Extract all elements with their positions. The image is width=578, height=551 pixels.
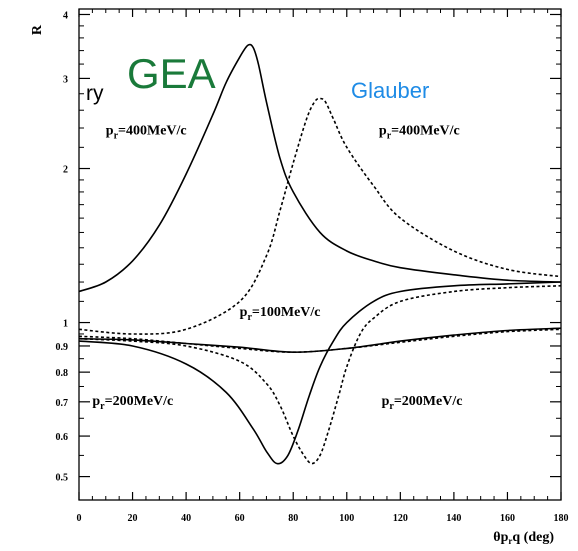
y-tick-label: 0.7 <box>56 398 69 409</box>
momentum-label: pr=400MeV/c <box>106 124 187 142</box>
x-axis-title-sub: r <box>508 536 512 546</box>
x-tick-label: 60 <box>235 513 245 524</box>
x-tick-label: 80 <box>288 513 298 524</box>
x-tick-label: 180 <box>554 513 569 524</box>
gea-curve-1 <box>79 43 561 293</box>
y-tick-label: 1 <box>63 319 68 330</box>
momentum-label-p: p <box>379 124 387 139</box>
y-tick-label: 4 <box>63 10 68 21</box>
y-axis-ticks: 0.5 0.6 0.7 0.8 0.9 1 2 3 4 <box>56 10 561 501</box>
glauber-curve-6 <box>79 285 561 465</box>
y-tick-label: 2 <box>63 165 68 176</box>
glauber-curve-4 <box>79 328 561 354</box>
y-tick-label: 3 <box>63 74 68 85</box>
annotation-layer: pr=400MeV/c pr=400MeV/cpr=100MeV/cpr=200M… <box>92 124 462 412</box>
cut-word: ry <box>86 82 104 105</box>
momentum-label-value: =200MeV/c <box>105 394 174 409</box>
y-tick-label: 0.5 <box>56 473 69 484</box>
momentum-label-sub: r <box>100 401 105 412</box>
x-tick-label: 100 <box>339 513 354 524</box>
y-tick-label: 0.8 <box>56 368 69 379</box>
momentum-label: pr=100MeV/c <box>240 305 321 323</box>
x-tick-label: 140 <box>446 513 461 524</box>
momentum-label-value: =400MeV/c <box>391 124 460 139</box>
x-axis-title-theta: θp <box>493 530 508 545</box>
momentum-label-p: p <box>240 305 248 320</box>
momentum-label-value: =200MeV/c <box>394 394 463 409</box>
x-tick-label: 20 <box>128 513 138 524</box>
x-axis-title-rest: q (deg) <box>512 530 554 545</box>
momentum-label-p: p <box>382 394 390 409</box>
x-tick-label: 120 <box>393 513 408 524</box>
momentum-label: pr=400MeV/c <box>379 124 460 142</box>
momentum-label: pr=200MeV/c <box>382 394 463 412</box>
y-tick-label: 0.9 <box>56 342 69 353</box>
series-layer <box>79 43 561 465</box>
x-tick-label: 0 <box>77 513 82 524</box>
momentum-label-sub: r <box>114 131 119 142</box>
momentum-label-sub: r <box>387 131 392 142</box>
momentum-label-value: =100MeV/c <box>252 305 321 320</box>
gea-model-label: GEA <box>127 50 216 97</box>
momentum-label-sub: r <box>389 401 394 412</box>
y-axis-title: R <box>30 24 45 35</box>
momentum-label-p: p <box>106 124 114 139</box>
glauber-curve-2 <box>79 97 561 335</box>
x-axis-title: θprq (deg) <box>493 530 554 546</box>
gea-curve-3 <box>79 327 561 354</box>
momentum-label-p: p <box>92 394 100 409</box>
x-tick-label: 160 <box>500 513 515 524</box>
momentum-label: pr=200MeV/c <box>92 394 173 412</box>
x-tick-label: 40 <box>181 513 191 524</box>
y-tick-label: 0.6 <box>56 432 69 443</box>
momentum-label-value: =400MeV/c <box>118 124 187 139</box>
momentum-label-sub: r <box>247 312 252 323</box>
x-axis-ticks: 0 20 40 60 80 100 120 140 160 180 <box>77 9 569 524</box>
gea-curve-5 <box>79 281 561 465</box>
glauber-model-label: Glauber <box>351 78 429 103</box>
